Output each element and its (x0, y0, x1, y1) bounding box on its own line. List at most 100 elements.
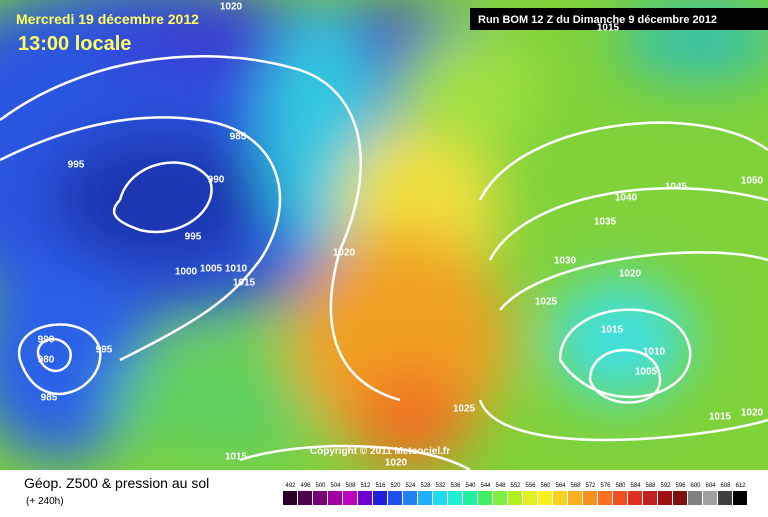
legend-swatch (628, 491, 642, 505)
isobar-label: 1015 (597, 23, 620, 34)
legend-label: 568 (570, 483, 581, 489)
isobar-label: 1015 (225, 452, 248, 463)
legend-label: 532 (435, 483, 446, 489)
legend-label: 544 (480, 483, 491, 489)
legend-label: 516 (375, 483, 386, 489)
legend-swatch (688, 491, 702, 505)
legend-label: 548 (495, 483, 506, 489)
isobar-label: 985 (230, 132, 247, 143)
isobar-label: 1025 (453, 404, 476, 415)
legend-swatch (643, 491, 657, 505)
legend-label: 520 (390, 483, 401, 489)
legend-swatch (373, 491, 387, 505)
legend-swatch (418, 491, 432, 505)
legend-swatch (613, 491, 627, 505)
legend-label: 500 (315, 483, 326, 489)
legend-label: 600 (690, 483, 701, 489)
legend-swatch (358, 491, 372, 505)
legend-label: 512 (360, 483, 371, 489)
legend-swatch (598, 491, 612, 505)
isobar-label: 1025 (535, 297, 558, 308)
isobar-label: 1020 (220, 2, 243, 13)
legend-label: 604 (705, 483, 716, 489)
isobar-label: 1020 (741, 408, 764, 419)
legend-swatch (523, 491, 537, 505)
isobar-label: 1000 (175, 267, 198, 278)
legend-label: 556 (525, 483, 536, 489)
legend-label: 576 (600, 483, 611, 489)
legend-label: 608 (720, 483, 731, 489)
time-label: 13:00 locale (18, 33, 131, 55)
isobar-label: 995 (68, 160, 85, 171)
legend-label: 536 (450, 483, 461, 489)
legend-swatch (718, 491, 732, 505)
legend-swatch (403, 491, 417, 505)
run-box (470, 8, 768, 30)
copyright: Copyright © 2011 Meteociel.fr (310, 446, 450, 457)
isobar-label: 980 (38, 355, 55, 366)
legend-label: 612 (735, 483, 746, 489)
legend-swatch (343, 491, 357, 505)
legend-label: 508 (345, 483, 356, 489)
legend-swatch (313, 491, 327, 505)
isobar-label: 1015 (233, 278, 256, 289)
legend-swatch (493, 491, 507, 505)
isobar-label: 1020 (333, 248, 356, 259)
legend-swatch (583, 491, 597, 505)
legend-label: 540 (465, 483, 476, 489)
legend-label: 596 (675, 483, 686, 489)
legend-label: 588 (645, 483, 656, 489)
date-label: Mercredi 19 décembre 2012 (16, 11, 199, 27)
isobar-label: 1010 (225, 264, 248, 275)
isobar-label: 1045 (665, 182, 688, 193)
legend-label: 560 (540, 483, 551, 489)
legend-swatch (733, 491, 747, 505)
legend-swatch (328, 491, 342, 505)
isobar-label: 985 (41, 393, 58, 404)
legend-label: 564 (555, 483, 566, 489)
isobar-label: 1020 (619, 269, 642, 280)
isobar-label: 1015 (709, 412, 732, 423)
legend-label: 496 (300, 483, 311, 489)
legend-swatch (673, 491, 687, 505)
isobar-label: 1040 (615, 193, 638, 204)
legend-label: 572 (585, 483, 596, 489)
isobar-label: 990 (208, 175, 225, 186)
isobar-label: 995 (185, 232, 202, 243)
run-label: Run BOM 12 Z du Dimanche 9 décembre 2012 (478, 14, 717, 26)
legend-swatch (568, 491, 582, 505)
legend-swatch (658, 491, 672, 505)
legend-label: 524 (405, 483, 416, 489)
legend-swatch (478, 491, 492, 505)
footer-lead: (+ 240h) (26, 496, 64, 507)
legend-swatch (538, 491, 552, 505)
isobar-label: 1005 (200, 264, 223, 275)
legend-swatch (283, 491, 297, 505)
legend-label: 528 (420, 483, 431, 489)
isobar-label: 1015 (601, 325, 624, 336)
legend-swatch (448, 491, 462, 505)
isobar-label: 1005 (635, 367, 658, 378)
isobar-label: 1035 (594, 217, 617, 228)
legend-label: 504 (330, 483, 341, 489)
legend-label: 584 (630, 483, 641, 489)
isobar-label: 990 (38, 335, 55, 346)
isobar-label: 1050 (741, 176, 764, 187)
legend-label: 592 (660, 483, 671, 489)
geopotential-field (0, 0, 768, 470)
legend-label: 552 (510, 483, 521, 489)
legend-swatch (508, 491, 522, 505)
legend-swatch (553, 491, 567, 505)
isobar-label: 995 (96, 345, 113, 356)
legend-label: 492 (285, 483, 296, 489)
legend-label: 580 (615, 483, 626, 489)
legend-swatch (463, 491, 477, 505)
legend-swatch (703, 491, 717, 505)
isobars (0, 54, 768, 472)
legend-swatch (388, 491, 402, 505)
isobar-label: 1010 (643, 347, 666, 358)
legend-swatch (298, 491, 312, 505)
footer-title: Géop. Z500 & pression au sol (24, 475, 209, 491)
